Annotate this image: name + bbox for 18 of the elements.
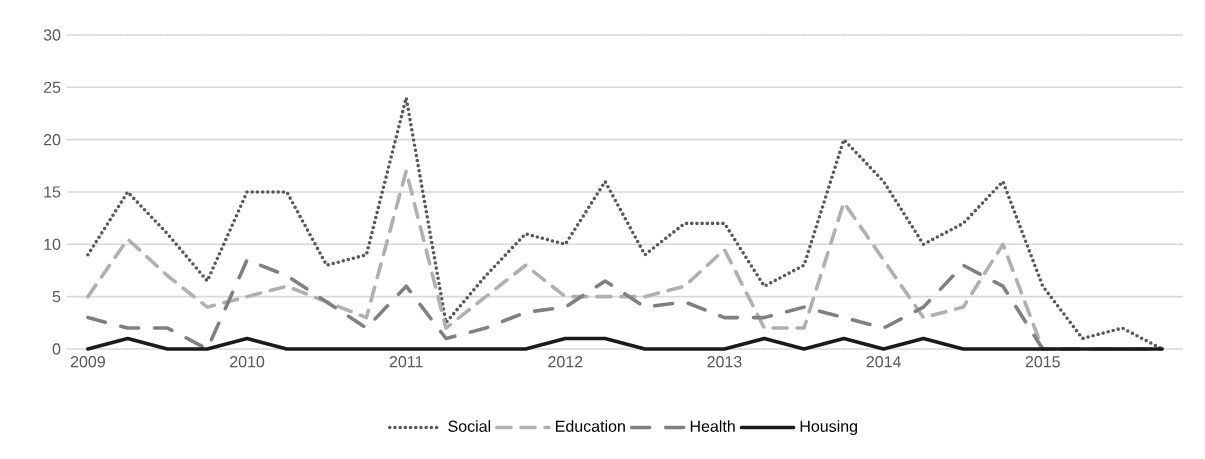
y-tick-label: 10 xyxy=(44,238,61,250)
legend-label: Social xyxy=(448,420,491,432)
legend-label: Health xyxy=(690,420,735,432)
x-tick-label: 2011 xyxy=(389,356,423,368)
y-tick-label: 25 xyxy=(43,81,61,93)
x-tick-label: 2013 xyxy=(707,356,742,368)
y-tick-label: 20 xyxy=(43,134,61,146)
x-tick-label: 2009 xyxy=(70,356,105,368)
x-tick-label: 2015 xyxy=(1025,356,1060,368)
y-tick-label: 5 xyxy=(52,291,61,303)
y-tick-label: 15 xyxy=(44,186,61,198)
legend-label: Education xyxy=(556,420,625,432)
x-tick-label: 2014 xyxy=(866,356,901,368)
y-tick-label: 30 xyxy=(43,29,61,41)
y-tick-label: 0 xyxy=(52,343,61,355)
legend-label: Housing xyxy=(800,420,857,436)
x-tick-label: 2012 xyxy=(548,356,583,368)
x-tick-label: 2010 xyxy=(230,356,265,368)
